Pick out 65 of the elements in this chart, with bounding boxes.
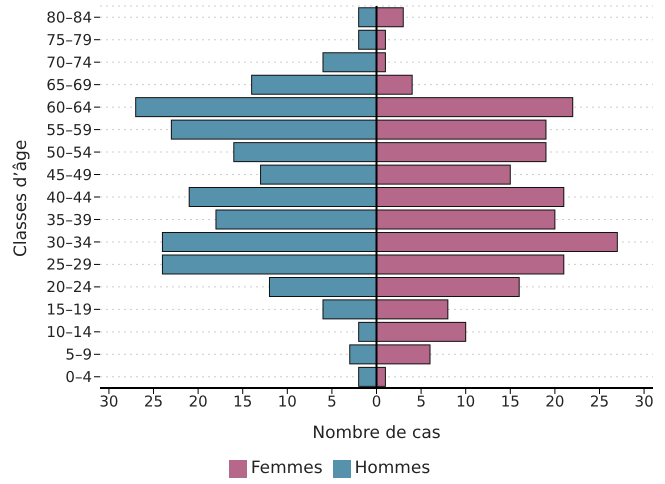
x-tick-label: 10 bbox=[278, 392, 297, 411]
y-tick-label: 0–4 bbox=[65, 368, 92, 386]
bar bbox=[170, 120, 377, 140]
x-tick-label: 5 bbox=[327, 392, 337, 411]
bar bbox=[376, 142, 546, 162]
y-tick-label: 35–39 bbox=[46, 210, 92, 229]
x-tick-label: 30 bbox=[634, 392, 654, 411]
x-tick-label: 20 bbox=[188, 392, 208, 411]
bar bbox=[260, 164, 377, 185]
y-tick-label: 15–19 bbox=[46, 300, 92, 319]
bar bbox=[268, 276, 377, 297]
bar bbox=[135, 97, 377, 118]
x-tick-label: 0 bbox=[372, 392, 382, 411]
y-tick-label: 70–74 bbox=[46, 54, 92, 72]
y-tick-label: 55–59 bbox=[46, 120, 92, 139]
bar bbox=[376, 299, 448, 320]
x-tick-label: 20 bbox=[545, 392, 564, 411]
bar bbox=[358, 7, 377, 28]
y-tick-label: 60–64 bbox=[46, 98, 92, 116]
bar bbox=[376, 74, 413, 95]
x-tick-label: 25 bbox=[590, 392, 610, 411]
bar bbox=[322, 299, 377, 320]
y-tick-label: 40–44 bbox=[46, 188, 92, 206]
bar bbox=[376, 254, 564, 274]
y-tick-label: 5–9 bbox=[65, 346, 92, 364]
x-axis-title: Nombre de cas bbox=[312, 423, 441, 443]
bar bbox=[188, 187, 377, 208]
bar bbox=[376, 164, 511, 185]
legend-label: Hommes bbox=[354, 458, 430, 478]
x-tick-label: 25 bbox=[144, 392, 164, 411]
y-tick-label: 50–54 bbox=[46, 143, 92, 162]
bar bbox=[376, 344, 431, 364]
bar bbox=[376, 322, 466, 342]
y-tick-label: 45–49 bbox=[46, 166, 92, 184]
bar bbox=[162, 232, 377, 252]
bar bbox=[358, 30, 377, 50]
legend-label: Femmes bbox=[250, 458, 323, 478]
y-tick-label: 75–79 bbox=[46, 31, 92, 50]
bar bbox=[376, 7, 404, 28]
x-tick-label: 15 bbox=[500, 392, 520, 411]
bar bbox=[251, 74, 377, 95]
x-tick-label: 15 bbox=[233, 392, 252, 411]
bar bbox=[358, 322, 377, 342]
y-tick-label: 30–34 bbox=[46, 233, 92, 252]
y-tick-label: 80–84 bbox=[46, 8, 92, 27]
bar bbox=[376, 210, 556, 230]
x-tick-label: 5 bbox=[416, 392, 426, 411]
y-tick-label: 20–24 bbox=[46, 278, 92, 296]
bar bbox=[376, 276, 520, 297]
bar bbox=[349, 344, 377, 364]
bar bbox=[376, 232, 618, 252]
bar bbox=[376, 187, 564, 208]
bar bbox=[376, 97, 574, 118]
y-axis-title: Classes d’âge bbox=[11, 140, 32, 257]
bar bbox=[376, 120, 546, 140]
bar bbox=[233, 142, 377, 162]
y-tick-label: 25–29 bbox=[46, 256, 92, 274]
y-tick-label: 10–14 bbox=[46, 323, 92, 342]
bar bbox=[358, 366, 377, 387]
x-tick-label: 30 bbox=[99, 392, 118, 411]
x-tick-label: 10 bbox=[456, 392, 476, 411]
bar bbox=[322, 52, 377, 72]
y-tick-label: 65–69 bbox=[46, 76, 92, 94]
bar bbox=[215, 210, 377, 230]
bar bbox=[162, 254, 377, 274]
